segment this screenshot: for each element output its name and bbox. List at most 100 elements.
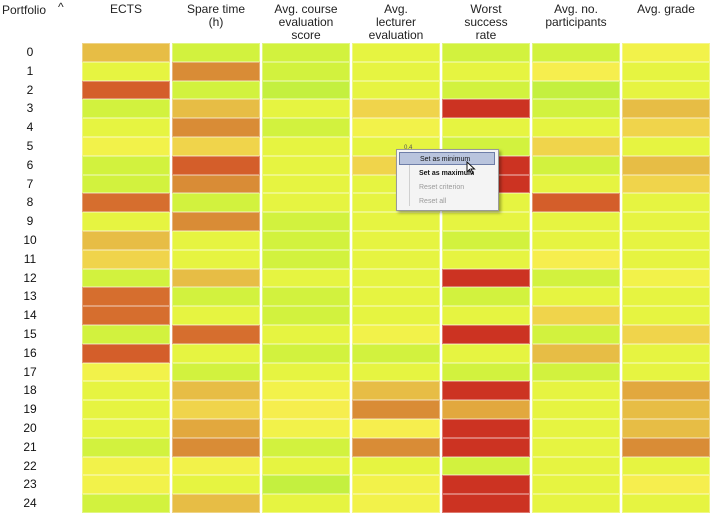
- heatmap-cell[interactable]: [172, 400, 260, 419]
- heatmap-cell[interactable]: [532, 343, 620, 363]
- heatmap-cell[interactable]: [262, 137, 350, 156]
- heatmap-cell[interactable]: [532, 43, 620, 62]
- heatmap-cell[interactable]: [262, 80, 350, 100]
- heatmap-cell[interactable]: [532, 193, 620, 213]
- heatmap-cell[interactable]: [352, 362, 440, 382]
- heatmap-cell[interactable]: [622, 43, 710, 62]
- heatmap-cell[interactable]: [172, 61, 260, 81]
- heatmap-cell[interactable]: [622, 80, 710, 100]
- heatmap-cell[interactable]: [442, 231, 530, 250]
- heatmap-cell[interactable]: [82, 268, 170, 288]
- heatmap-cell[interactable]: [352, 61, 440, 81]
- heatmap-cell[interactable]: [82, 231, 170, 250]
- heatmap-cell[interactable]: [262, 475, 350, 495]
- column-header[interactable]: ECTS: [109, 2, 142, 16]
- heatmap-cell[interactable]: [172, 287, 260, 307]
- heatmap-cell[interactable]: [622, 155, 710, 175]
- menu-item-set-as-minimum[interactable]: Set as minimum: [399, 152, 495, 165]
- heatmap-cell[interactable]: [532, 419, 620, 438]
- heatmap-cell[interactable]: [82, 137, 170, 156]
- heatmap-cell[interactable]: [532, 80, 620, 100]
- heatmap-cell[interactable]: [352, 80, 440, 100]
- heatmap-cell[interactable]: [352, 419, 440, 438]
- heatmap-cell[interactable]: [172, 99, 260, 119]
- heatmap-cell[interactable]: [262, 118, 350, 137]
- heatmap-cell[interactable]: [82, 494, 170, 513]
- heatmap-cell[interactable]: [352, 456, 440, 476]
- heatmap-cell[interactable]: [172, 249, 260, 269]
- heatmap-cell[interactable]: [262, 268, 350, 288]
- heatmap-cell[interactable]: [442, 456, 530, 476]
- heatmap-cell[interactable]: [532, 494, 620, 513]
- heatmap-cell[interactable]: [442, 268, 530, 288]
- heatmap-cell[interactable]: [442, 118, 530, 137]
- heatmap-cell[interactable]: [262, 193, 350, 213]
- heatmap-cell[interactable]: [532, 475, 620, 495]
- heatmap-cell[interactable]: [442, 400, 530, 419]
- heatmap-cell[interactable]: [262, 362, 350, 382]
- heatmap-cell[interactable]: [622, 99, 710, 119]
- heatmap-cell[interactable]: [352, 43, 440, 62]
- heatmap-cell[interactable]: [442, 287, 530, 307]
- heatmap-cell[interactable]: [442, 381, 530, 401]
- heatmap-cell[interactable]: [442, 249, 530, 269]
- heatmap-cell[interactable]: [442, 43, 530, 62]
- heatmap-cell[interactable]: [82, 400, 170, 419]
- heatmap-cell[interactable]: [262, 494, 350, 513]
- heatmap-cell[interactable]: [82, 212, 170, 231]
- heatmap-cell[interactable]: [172, 43, 260, 62]
- heatmap-cell[interactable]: [172, 456, 260, 476]
- heatmap-cell[interactable]: [442, 306, 530, 325]
- heatmap-cell[interactable]: [82, 99, 170, 119]
- heatmap-cell[interactable]: [622, 400, 710, 419]
- heatmap-cell[interactable]: [262, 287, 350, 307]
- heatmap-cell[interactable]: [172, 343, 260, 363]
- heatmap-cell[interactable]: [442, 99, 530, 119]
- heatmap-cell[interactable]: [622, 118, 710, 137]
- heatmap-cell[interactable]: [82, 61, 170, 81]
- heatmap-cell[interactable]: [172, 325, 260, 344]
- heatmap-cell[interactable]: [442, 325, 530, 344]
- heatmap-cell[interactable]: [622, 437, 710, 457]
- heatmap-cell[interactable]: [262, 325, 350, 344]
- heatmap-cell[interactable]: [532, 381, 620, 401]
- heatmap-cell[interactable]: [352, 249, 440, 269]
- heatmap-cell[interactable]: [532, 400, 620, 419]
- heatmap-cell[interactable]: [172, 231, 260, 250]
- heatmap-cell[interactable]: [442, 343, 530, 363]
- heatmap-cell[interactable]: [352, 231, 440, 250]
- heatmap-cell[interactable]: [172, 193, 260, 213]
- heatmap-cell[interactable]: [172, 362, 260, 382]
- heatmap-cell[interactable]: [172, 212, 260, 231]
- heatmap-cell[interactable]: [262, 400, 350, 419]
- heatmap-cell[interactable]: [172, 155, 260, 175]
- heatmap-cell[interactable]: [622, 231, 710, 250]
- heatmap-cell[interactable]: [172, 437, 260, 457]
- heatmap-cell[interactable]: [622, 362, 710, 382]
- heatmap-cell[interactable]: [82, 306, 170, 325]
- heatmap-cell[interactable]: [172, 419, 260, 438]
- heatmap-cell[interactable]: [532, 99, 620, 119]
- heatmap-cell[interactable]: [352, 343, 440, 363]
- heatmap-cell[interactable]: [622, 306, 710, 325]
- heatmap-cell[interactable]: [622, 419, 710, 438]
- heatmap-cell[interactable]: [172, 118, 260, 137]
- heatmap-cell[interactable]: [532, 212, 620, 231]
- heatmap-cell[interactable]: [532, 118, 620, 137]
- heatmap-cell[interactable]: [622, 249, 710, 269]
- heatmap-cell[interactable]: [262, 43, 350, 62]
- heatmap-cell[interactable]: [622, 137, 710, 156]
- heatmap-cell[interactable]: [82, 381, 170, 401]
- heatmap-cell[interactable]: [532, 268, 620, 288]
- sort-ascending-icon[interactable]: ^: [58, 0, 64, 14]
- heatmap-cell[interactable]: [262, 155, 350, 175]
- heatmap-cell[interactable]: [262, 381, 350, 401]
- heatmap-cell[interactable]: [82, 174, 170, 194]
- heatmap-cell[interactable]: [262, 249, 350, 269]
- heatmap-cell[interactable]: [82, 325, 170, 344]
- heatmap-cell[interactable]: [262, 419, 350, 438]
- heatmap-cell[interactable]: [352, 325, 440, 344]
- heatmap-cell[interactable]: [532, 325, 620, 344]
- heatmap-cell[interactable]: [262, 61, 350, 81]
- heatmap-cell[interactable]: [442, 494, 530, 513]
